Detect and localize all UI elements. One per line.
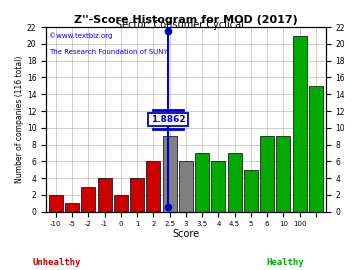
Text: 1.8862: 1.8862 [151, 115, 185, 124]
Bar [130, 178, 144, 212]
Bar [65, 203, 79, 212]
Bar [179, 161, 193, 212]
Bar [163, 136, 176, 212]
X-axis label: Score: Score [172, 229, 199, 239]
Text: Sector: Consumer Cyclical: Sector: Consumer Cyclical [116, 20, 244, 30]
Text: Healthy: Healthy [266, 258, 304, 266]
Bar [244, 170, 258, 212]
Bar [309, 86, 323, 212]
Title: Z''-Score Histogram for MOD (2017): Z''-Score Histogram for MOD (2017) [74, 15, 298, 25]
Bar [211, 161, 225, 212]
Bar [81, 187, 95, 212]
Bar [293, 36, 307, 212]
Y-axis label: Number of companies (116 total): Number of companies (116 total) [15, 56, 24, 183]
Bar [228, 153, 242, 212]
Bar [260, 136, 274, 212]
Text: The Research Foundation of SUNY: The Research Foundation of SUNY [49, 49, 168, 55]
Bar [49, 195, 63, 212]
Bar [147, 161, 160, 212]
Text: Unhealthy: Unhealthy [32, 258, 81, 266]
Bar [195, 153, 209, 212]
Bar [98, 178, 112, 212]
Bar [276, 136, 290, 212]
Text: ©www.textbiz.org: ©www.textbiz.org [49, 33, 112, 39]
Bar [114, 195, 128, 212]
